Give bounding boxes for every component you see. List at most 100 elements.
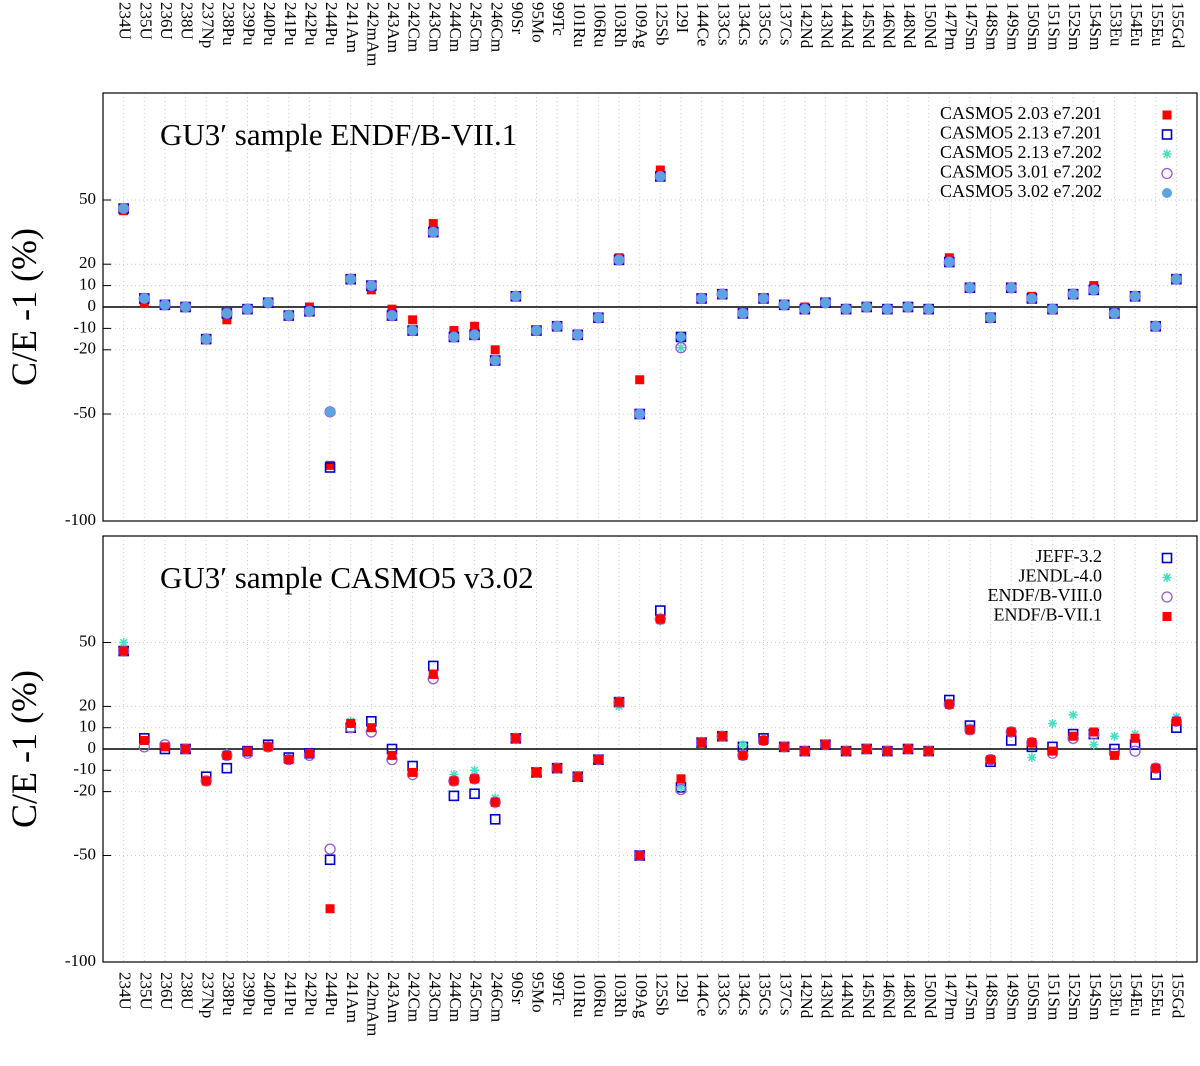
marker [675,331,686,342]
marker [201,334,212,345]
category-label: 246Cm [487,972,506,1022]
marker [695,736,708,749]
category-label: 243Am [384,972,403,1023]
category-label: 147Pm [941,2,960,50]
marker [737,749,749,762]
y-tick-label: -10 [73,759,96,778]
marker [676,774,686,784]
category-label: 148Sm [983,972,1002,1020]
category-label: 154Sm [1086,972,1105,1020]
category-label: 106Ru [590,972,609,1018]
category-label: 147Sm [962,972,981,1020]
marker [449,326,459,336]
marker [324,854,336,866]
marker [263,297,274,308]
category-label: 153Eu [1107,2,1126,47]
marker [881,745,894,757]
marker [325,904,335,914]
marker [964,282,975,293]
marker [1088,284,1099,295]
marker [635,375,645,385]
y-tick-label: -50 [73,844,96,863]
legend-marker [1161,591,1173,603]
marker [325,406,336,417]
marker [324,462,336,473]
category-label: 142Nd [797,972,816,1019]
marker [1027,738,1037,748]
legend-marker [1161,129,1173,140]
category-label: 103Rh [611,972,630,1018]
chart-title: GU3′ sample CASMO5 v3.02 [160,560,534,595]
marker [428,669,438,679]
category-label: 241Am [343,972,362,1023]
marker [882,304,893,315]
category-label: 243Am [384,2,403,53]
marker [965,725,975,735]
category-label: 143Nd [818,972,837,1019]
marker [964,724,976,736]
category-label: 155Gd [1168,972,1187,1019]
marker [490,797,500,807]
marker [676,782,686,792]
category-label: 237Np [198,972,217,1018]
marker [284,755,294,765]
marker [262,741,274,753]
marker [820,740,830,750]
marker [779,299,790,310]
category-label: 95Mo [529,972,548,1013]
category-label: 240Pu [260,972,279,1016]
marker [614,697,624,707]
marker [862,744,872,754]
marker [613,696,625,708]
marker [1150,762,1162,774]
category-label: 133Cs [714,972,733,1015]
marker [387,750,397,760]
category-label: 236U [157,2,176,40]
category-label: 149Sm [1003,2,1022,50]
category-label: 244Pu [322,972,341,1016]
marker [758,293,769,304]
y-tick-label: 10 [79,717,96,736]
category-label: 241Am [343,2,362,53]
y-axis-label: C/E -1 (%) [4,670,44,828]
marker [1109,750,1119,760]
marker [614,254,625,265]
marker [160,742,170,752]
marker [449,776,459,786]
category-label: 144Ce [694,972,713,1016]
category-label: 240Pu [260,2,279,46]
legend-label: CASMO5 3.01 e7.202 [940,162,1102,182]
marker [427,660,439,672]
category-label: 234U [116,2,135,40]
marker [408,767,418,777]
marker [696,293,707,304]
marker [469,788,480,800]
category-label: 242Cm [405,972,424,1022]
y-tick-label: 0 [88,296,97,315]
marker [449,770,459,780]
category-label: 125Sb [652,972,671,1015]
category-label: 239Pu [240,2,259,46]
marker [180,302,191,312]
marker [841,746,851,756]
marker [1047,304,1058,315]
marker [635,851,645,860]
marker [531,325,542,336]
marker [840,745,852,757]
marker [1089,727,1099,737]
marker [407,325,418,336]
category-label: 95Mo [529,2,548,43]
category-label: 150Sm [1024,972,1043,1020]
category-label: 125Sb [652,2,671,45]
marker [304,306,315,317]
marker [490,345,500,355]
category-label: 245Cm [467,2,486,52]
marker [1109,731,1119,741]
marker [841,304,852,315]
marker [1171,716,1181,726]
category-label: 242Pu [302,972,321,1016]
legend-marker [1162,110,1172,120]
marker [902,743,914,755]
legend-label: CASMO5 2.13 e7.202 [940,142,1102,162]
legend-marker [1162,612,1172,621]
